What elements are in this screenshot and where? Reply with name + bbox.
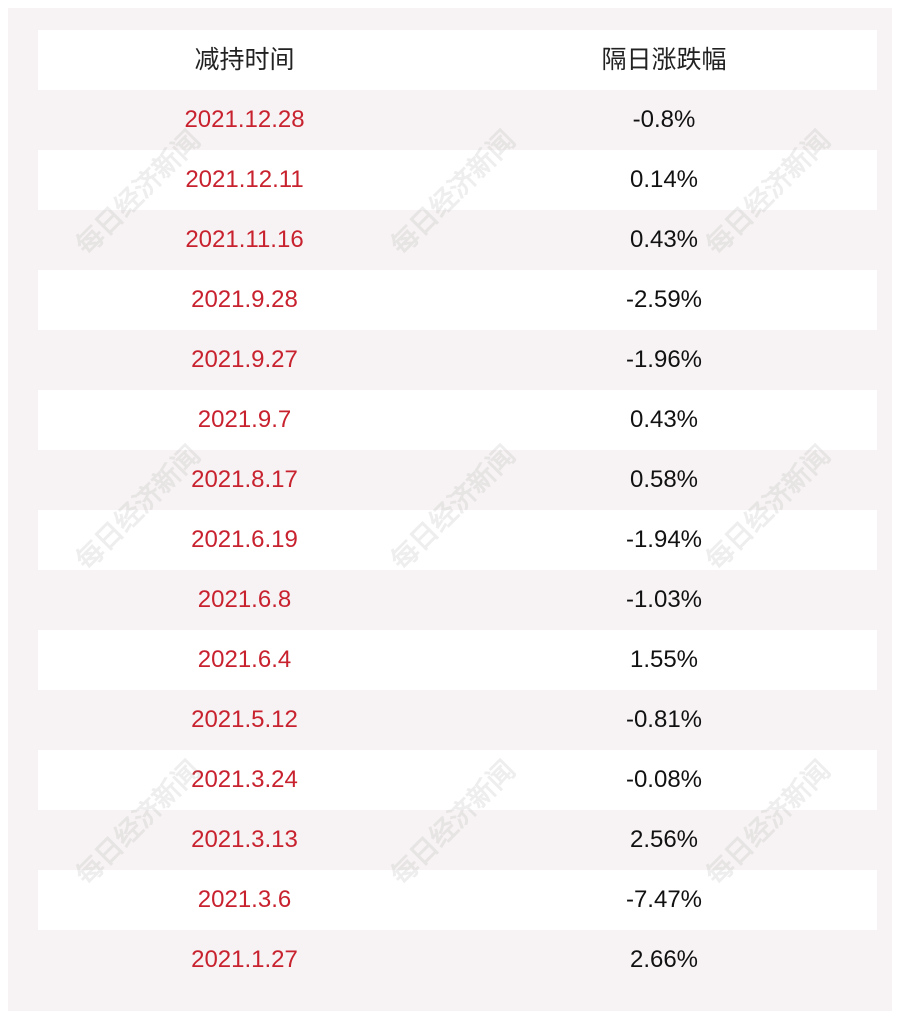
table-row: 2021.3.13 2.56%	[38, 810, 877, 870]
table-row: 2021.3.24 -0.08%	[38, 750, 877, 810]
next-day-change-cell: 0.43%	[629, 406, 699, 433]
reduction-date-cell: 2021.3.13	[191, 826, 298, 853]
next-day-change-cell: 2.56%	[629, 826, 699, 853]
table-row: 2021.12.28 -0.8%	[38, 90, 877, 150]
next-day-change-cell: -1.96%	[625, 346, 703, 373]
reduction-date-cell: 2021.3.24	[191, 766, 298, 793]
reduction-date-cell: 2021.1.27	[191, 946, 298, 973]
reduction-date-cell: 2021.8.17	[191, 466, 298, 493]
next-day-change-cell: 0.14%	[629, 166, 699, 193]
next-day-change-cell: -1.03%	[625, 586, 703, 613]
next-day-change-cell: -0.8%	[632, 106, 696, 133]
table-header-row: 减持时间 隔日涨跌幅	[38, 30, 877, 90]
table-row: 2021.9.7 0.43%	[38, 390, 877, 450]
next-day-change-cell: 2.66%	[629, 946, 699, 973]
next-day-change-cell: 0.58%	[629, 466, 699, 493]
reduction-date-cell: 2021.9.27	[191, 346, 298, 373]
header-next-day-change: 隔日涨跌幅	[601, 46, 727, 74]
table-row: 2021.5.12 -0.81%	[38, 690, 877, 750]
table-row: 2021.6.8 -1.03%	[38, 570, 877, 630]
reduction-date-cell: 2021.12.28	[184, 106, 305, 133]
reduction-date-cell: 2021.11.16	[185, 226, 304, 253]
table-row: 2021.12.11 0.14%	[38, 150, 877, 210]
table-panel: 减持时间 隔日涨跌幅 2021.12.28 -0.8% 2021.12.11 0.14…	[8, 8, 892, 1011]
header-reduction-date: 减持时间	[194, 46, 295, 74]
reduction-date-cell: 2021.12.11	[185, 166, 304, 193]
table-body: 2021.12.28 -0.8% 2021.12.11 0.14% 2021.11.16…	[38, 90, 877, 990]
next-day-change-cell: -1.94%	[625, 526, 703, 553]
reduction-date-cell: 2021.6.4	[197, 646, 292, 673]
reduction-date-cell: 2021.3.6	[197, 886, 292, 913]
reduction-date-cell: 2021.6.19	[191, 526, 298, 553]
table-row: 2021.9.28 -2.59%	[38, 270, 877, 330]
next-day-change-cell: -0.08%	[625, 766, 703, 793]
reduction-date-cell: 2021.6.8	[197, 586, 292, 613]
data-table: 减持时间 隔日涨跌幅 2021.12.28 -0.8% 2021.12.11 0.14…	[38, 30, 877, 990]
next-day-change-cell: -2.59%	[625, 286, 703, 313]
table-row: 2021.3.6 -7.47%	[38, 870, 877, 930]
table-row: 2021.1.27 2.66%	[38, 930, 877, 990]
reduction-date-cell: 2021.9.7	[197, 406, 292, 433]
table-row: 2021.8.17 0.58%	[38, 450, 877, 510]
table-row: 2021.9.27 -1.96%	[38, 330, 877, 390]
next-day-change-cell: -0.81%	[625, 706, 703, 733]
table-row: 2021.11.16 0.43%	[38, 210, 877, 270]
table-row: 2021.6.19 -1.94%	[38, 510, 877, 570]
next-day-change-cell: 0.43%	[629, 226, 699, 253]
next-day-change-cell: -7.47%	[625, 886, 703, 913]
reduction-date-cell: 2021.9.28	[191, 286, 298, 313]
reduction-date-cell: 2021.5.12	[191, 706, 298, 733]
table-row: 2021.6.4 1.55%	[38, 630, 877, 690]
next-day-change-cell: 1.55%	[629, 646, 699, 673]
